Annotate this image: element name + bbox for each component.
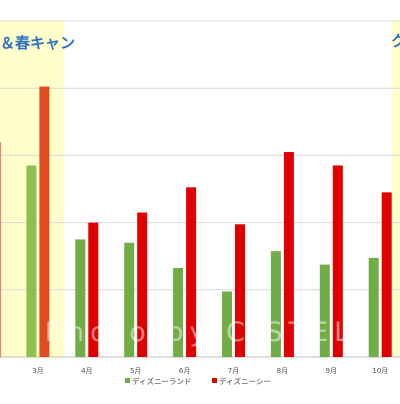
legend: ディズニーランド ディズニーシー: [125, 376, 271, 386]
x-tick-label: 7月: [228, 367, 239, 375]
bar-sea-7: [332, 165, 343, 357]
bar-sea-5: [235, 224, 245, 357]
legend-swatch-sea: [212, 378, 217, 383]
bar-sea-4: [186, 187, 197, 357]
x-tick-label: 4月: [81, 367, 92, 375]
x-tick-label: 3月: [32, 367, 43, 375]
bar-sea-0: [0, 141, 1, 357]
bar-sea-8: [381, 192, 392, 357]
annotation-spring-campaign: ＆春キャン: [0, 34, 75, 52]
bar-land-5: [222, 291, 232, 357]
watermark: Photo by C STEL: [45, 317, 355, 348]
bar-sea-1: [39, 86, 50, 358]
bar-sea-6: [283, 152, 294, 357]
bar-land-6: [270, 251, 281, 357]
bar-land-1: [26, 165, 37, 357]
bar-land-8: [368, 257, 379, 357]
x-tick-label: 6月: [179, 367, 190, 375]
x-tick-label: 9月: [326, 367, 337, 375]
bar-land-3: [124, 242, 135, 357]
bars: [0, 86, 392, 358]
bar-sea-3: [137, 212, 148, 357]
x-tick-labels: 3月 4月 5月 6月 7月 8月 9月 10月: [32, 367, 388, 375]
highlight-band-right: [392, 20, 400, 358]
x-tick-label: 8月: [277, 367, 288, 375]
bar-sea-2: [88, 222, 99, 357]
annotation-right-fragment: ク: [391, 32, 400, 50]
legend-label-land: ディズニーランド: [132, 376, 191, 386]
legend-label-sea: ディズニーシー: [219, 376, 271, 386]
x-tick-label: 10月: [372, 367, 388, 375]
bar-land-4: [173, 267, 184, 357]
bar-land-7: [319, 264, 330, 357]
legend-swatch-land: [125, 378, 130, 383]
bar-land-2: [75, 239, 86, 357]
x-tick-label: 5月: [130, 367, 141, 375]
